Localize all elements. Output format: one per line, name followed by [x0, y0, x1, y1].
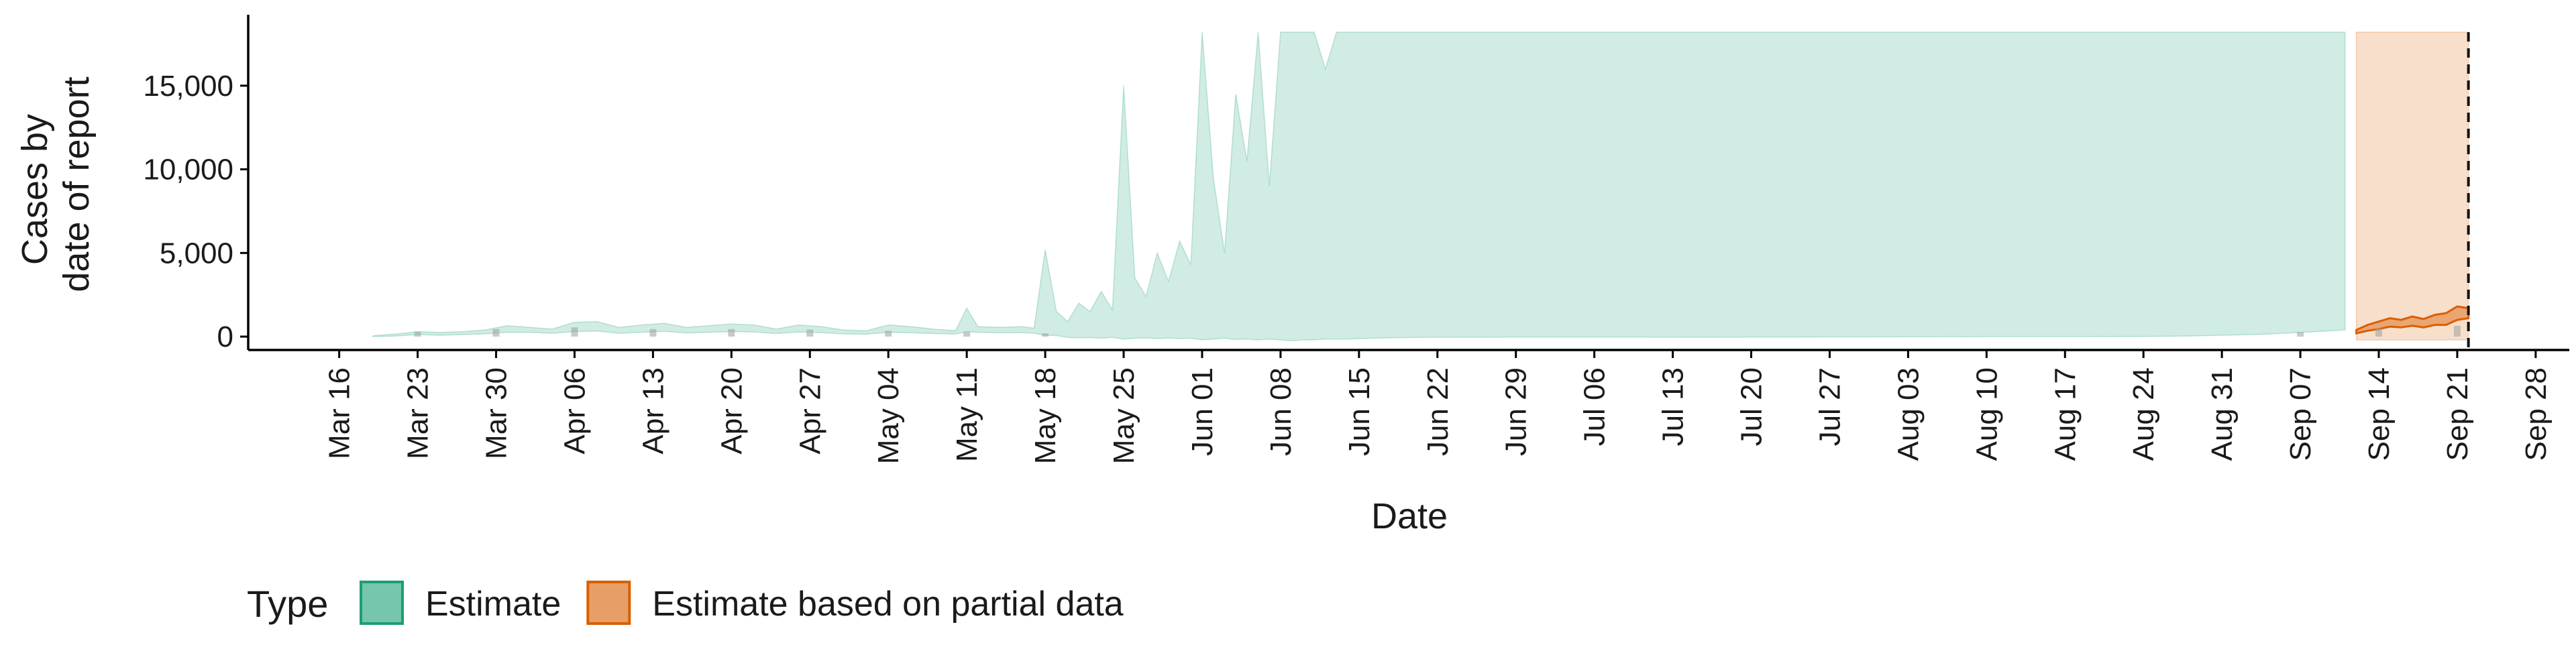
x-tick-label: Mar 23: [402, 367, 435, 459]
x-tick-label: Jun 01: [1186, 367, 1219, 456]
x-tick-label: Apr 13: [637, 367, 669, 455]
x-tick-label: Apr 27: [794, 367, 826, 455]
reported-case-bar: [2297, 332, 2304, 337]
x-tick-label: Sep 14: [2363, 367, 2396, 461]
axes: [247, 15, 2569, 351]
y-tick-label: 5,000: [160, 237, 233, 270]
legend-swatch-partial: [586, 581, 631, 625]
y-tick-label: 0: [217, 320, 233, 353]
x-axis-title: Date: [1371, 496, 1448, 536]
x-tick-label: Sep 21: [2441, 367, 2474, 461]
legend-title: Type: [247, 583, 328, 625]
x-tick-label: Jun 22: [1421, 367, 1454, 456]
y-axis-title: Cases by date of report: [15, 76, 97, 292]
x-tick-label: Mar 30: [480, 367, 513, 459]
y-axis-ticks: 0 5,000 10,000 15,000: [143, 70, 248, 353]
y-axis-title-line-1: Cases by: [15, 114, 55, 265]
reported-case-bar: [728, 329, 735, 337]
x-tick-label: Jul 20: [1735, 367, 1768, 446]
x-tick-label: Sep 07: [2284, 367, 2317, 461]
x-tick-label: Aug 24: [2127, 367, 2160, 461]
x-tick-label: Jul 27: [1813, 367, 1846, 446]
x-tick-label: May 18: [1029, 367, 1062, 464]
x-tick-label: Aug 17: [2049, 367, 2082, 461]
x-tick-label: Aug 31: [2206, 367, 2239, 461]
reported-case-bar: [649, 329, 657, 337]
legend-swatch-estimate: [360, 581, 404, 625]
reported-case-bar: [2453, 325, 2461, 337]
x-tick-label: Apr 06: [558, 367, 591, 455]
x-tick-label: Mar 16: [323, 367, 356, 459]
reported-case-bar: [806, 329, 814, 337]
y-tick-label: 15,000: [143, 70, 233, 103]
area-estimate: [372, 32, 2346, 342]
x-tick-label: Jun 29: [1500, 367, 1533, 456]
plot-areas: [372, 32, 2470, 342]
x-tick-label: May 11: [951, 367, 983, 462]
area-partial-inner: [2355, 305, 2470, 335]
x-tick-label: May 04: [872, 367, 905, 464]
x-tick-label: May 25: [1108, 367, 1140, 464]
x-tick-label: Sep 28: [2520, 367, 2553, 461]
x-axis-ticks: Mar 16 Mar 23 Mar 30 Apr 06 Apr 13 Apr 20 Apr …: [323, 350, 2553, 464]
x-tick-label: Jun 15: [1343, 367, 1376, 456]
x-tick-label: Jul 13: [1657, 367, 1690, 446]
axis-titles: Date Cases by date of report: [15, 76, 1448, 536]
reported-case-bar: [414, 331, 421, 337]
legend: Type Estimate Estimate based on partial d…: [247, 581, 1124, 625]
x-tick-label: Apr 20: [715, 367, 748, 455]
reported-cases-bars: [414, 325, 2461, 337]
legend-label: Estimate based on partial data: [652, 585, 1124, 624]
reported-case-bar: [1042, 333, 1049, 337]
reported-case-bar: [963, 331, 971, 337]
reported-case-bar: [571, 327, 578, 337]
x-tick-label: Aug 10: [1970, 367, 2003, 461]
x-tick-label: Aug 03: [1892, 367, 1925, 461]
reported-case-bar: [885, 331, 892, 337]
area-partial: [2355, 32, 2469, 341]
reported-case-bar: [2375, 328, 2382, 337]
y-axis-title-line-2: date of report: [56, 76, 97, 292]
reported-case-bar: [492, 329, 500, 337]
legend-label: Estimate: [425, 585, 561, 624]
y-tick-label: 10,000: [143, 154, 233, 186]
x-tick-label: Jul 06: [1578, 367, 1611, 446]
x-tick-label: Jun 08: [1265, 367, 1297, 456]
